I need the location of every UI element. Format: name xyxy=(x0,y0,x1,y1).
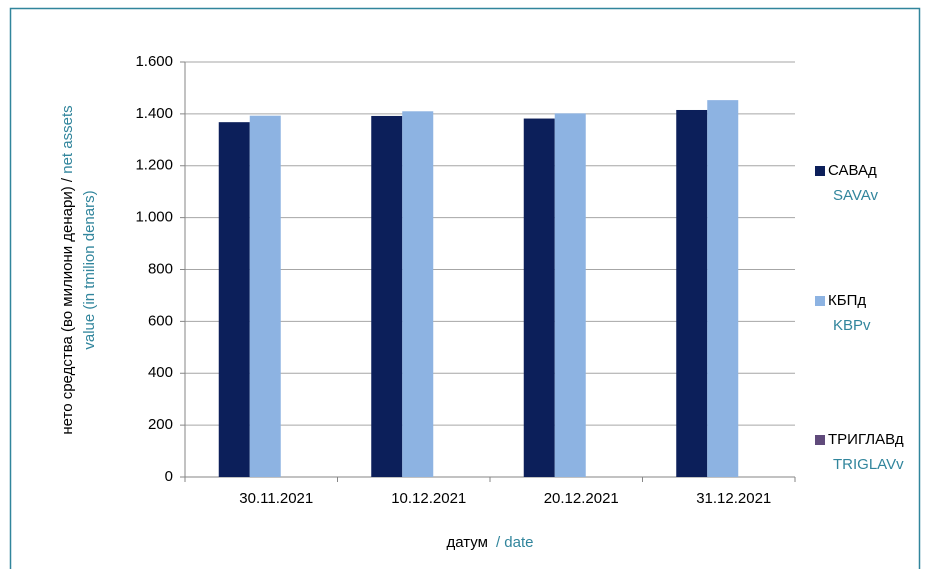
legend-label-en: KBPv xyxy=(833,317,871,334)
x-label-mk: датум xyxy=(447,534,488,551)
x-axis-label: датум / date xyxy=(447,534,534,551)
bar xyxy=(707,100,739,478)
y-label-en: net assets xyxy=(59,105,76,173)
legend-label: САВАд xyxy=(828,162,877,179)
y-tick-label: 1.200 xyxy=(135,157,173,174)
bar xyxy=(249,115,281,478)
x-tick-label: 30.11.2021 xyxy=(239,490,313,507)
bar xyxy=(554,113,586,477)
y-tick-label: 600 xyxy=(148,312,173,329)
bar xyxy=(218,122,250,478)
x-tick-label: 20.12.2021 xyxy=(544,490,619,507)
legend-label-en: TRIGLAVv xyxy=(833,456,904,473)
legend-label: ТРИГЛАВд xyxy=(828,431,904,448)
legend-label: КБПд xyxy=(828,292,866,309)
bar xyxy=(676,109,708,477)
legend-swatch xyxy=(815,166,825,176)
y-tick-label: 0 xyxy=(165,468,173,485)
y-label-mk: нето средства (во милиони денари) / xyxy=(59,174,76,435)
x-tick-label: 31.12.2021 xyxy=(696,490,771,507)
legend-swatch xyxy=(815,296,825,306)
y-tick-label: 1.600 xyxy=(135,53,173,70)
y-tick-label: 800 xyxy=(148,260,173,277)
legend-swatch xyxy=(815,435,825,445)
bar xyxy=(523,118,555,477)
y-tick-label: 1.000 xyxy=(135,209,173,226)
bar xyxy=(371,115,403,477)
chart-border xyxy=(9,7,921,569)
bar xyxy=(402,111,434,477)
y-tick-label: 200 xyxy=(148,416,173,433)
x-label-en: / date xyxy=(496,534,534,551)
legend-label-en: SAVAv xyxy=(833,187,879,204)
y-tick-label: 1.400 xyxy=(135,105,173,122)
x-tick-label: 10.12.2021 xyxy=(391,490,466,507)
y-axis-label: нето средства (во милиони денари) / net … xyxy=(59,105,76,434)
y-tick-label: 400 xyxy=(148,364,173,381)
y-label-en: value (in tmilion denars) xyxy=(81,190,98,349)
